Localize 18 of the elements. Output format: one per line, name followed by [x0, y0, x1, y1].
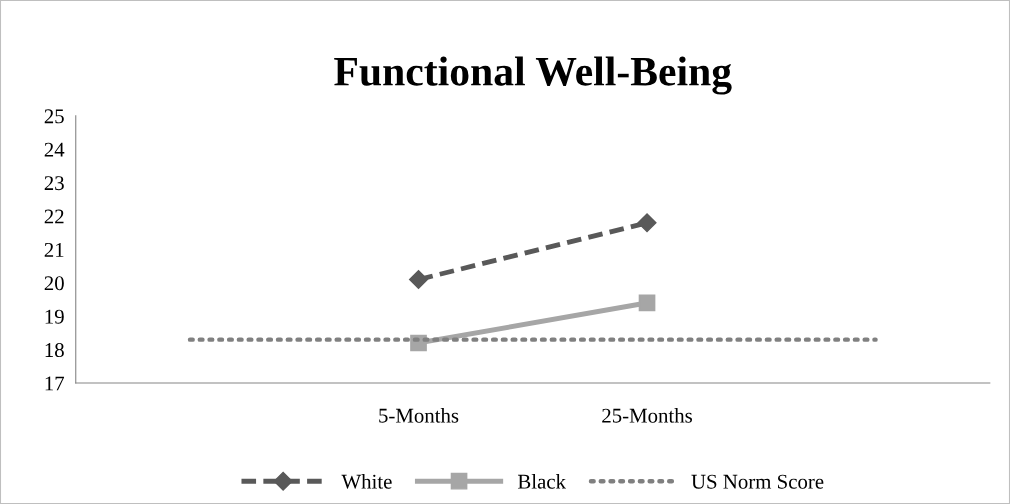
y-tick-label: 24: [44, 142, 65, 157]
point: [637, 213, 657, 233]
x-tick-label: 5-Months: [379, 408, 459, 423]
point: [638, 294, 656, 312]
chart-title: Functional Well-Being: [334, 56, 732, 95]
legend-label: Black: [517, 474, 566, 489]
y-tick-label: 18: [45, 343, 64, 358]
y-tick-label: 22: [44, 209, 64, 224]
legend-label: White: [341, 474, 392, 489]
y-tick-label: 21: [44, 242, 64, 257]
y-tick-label: 20: [44, 276, 64, 291]
x-tick-label: 25-Months: [602, 408, 692, 423]
legend-label: US Norm Score: [691, 474, 824, 489]
y-tick-label: 19: [45, 309, 64, 324]
y-tick-label: 17: [45, 376, 65, 391]
y-tick-label: 25: [44, 109, 64, 124]
y-tick-label: 23: [44, 176, 64, 191]
point: [408, 269, 429, 290]
